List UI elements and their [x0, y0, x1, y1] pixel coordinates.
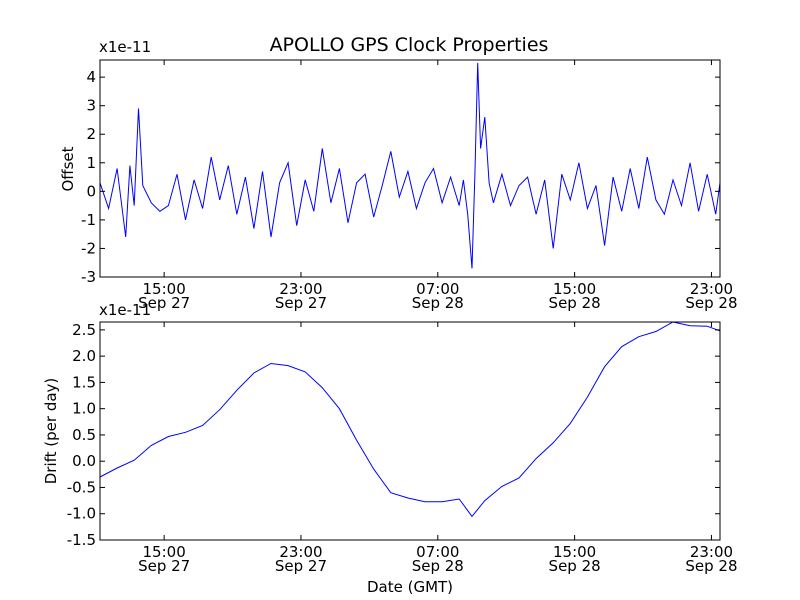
drift-ytick-label: -1.5 — [67, 531, 96, 549]
offset-ytick-label: -3 — [81, 268, 96, 286]
offset-ytick-label: 3 — [86, 97, 96, 115]
drift-xtick-date-label: Sep 28 — [412, 557, 464, 575]
offset-y-axis-label: Offset — [59, 146, 77, 191]
offset-ytick-label: 4 — [86, 68, 96, 86]
drift-y-axis-label: Drift (per day) — [42, 378, 60, 485]
drift-ytick-label: 0.0 — [72, 452, 96, 470]
offset-xtick-time-label: 23:00 — [690, 280, 733, 298]
offset-ytick-label: -2 — [81, 239, 96, 257]
drift-xtick-time-label: 15:00 — [553, 543, 596, 561]
drift-xtick-time-label: 15:00 — [143, 543, 186, 561]
drift-ytick-label: -0.5 — [67, 478, 96, 496]
drift-y-multiplier: x1e-11 — [99, 301, 151, 319]
drift-series-line — [100, 322, 720, 518]
offset-axes-frame — [99, 59, 721, 278]
drift-axes-frame — [99, 321, 721, 541]
offset-xtick-time-label: 15:00 — [553, 280, 596, 298]
drift-xtick-time-label: 07:00 — [416, 543, 459, 561]
drift-ytick-label: 0.5 — [72, 426, 96, 444]
offset-xtick-date-label: Sep 28 — [412, 294, 464, 312]
drift-xtick-date-label: Sep 27 — [138, 557, 190, 575]
drift-ytick-label: 1.5 — [72, 373, 96, 391]
offset-xtick-date-label: Sep 27 — [275, 294, 327, 312]
drift-xtick-date-label: Sep 27 — [275, 557, 327, 575]
drift-xtick-time-label: 23:00 — [690, 543, 733, 561]
offset-xtick-date-label: Sep 28 — [549, 294, 601, 312]
offset-y-multiplier: x1e-11 — [99, 38, 151, 56]
offset-xtick-date-label: Sep 27 — [138, 294, 190, 312]
drift-xtick-time-label: 23:00 — [279, 543, 322, 561]
x-axis-label: Date (GMT) — [367, 578, 453, 596]
drift-ytick-label: -1.0 — [67, 505, 96, 523]
offset-xtick-time-label: 15:00 — [143, 280, 186, 298]
offset-ytick-label: 1 — [86, 154, 96, 172]
offset-ytick-label: 0 — [86, 182, 96, 200]
drift-xtick-date-label: Sep 28 — [685, 557, 737, 575]
offset-ytick-label: -1 — [81, 211, 96, 229]
drift-ytick-label: 2.0 — [72, 347, 96, 365]
offset-xtick-date-label: Sep 28 — [685, 294, 737, 312]
offset-xtick-time-label: 07:00 — [416, 280, 459, 298]
chart-title: APOLLO GPS Clock Properties — [270, 34, 549, 56]
offset-ytick-label: 2 — [86, 125, 96, 143]
drift-ytick-label: 2.5 — [72, 321, 96, 339]
offset-xtick-time-label: 23:00 — [279, 280, 322, 298]
drift-xtick-date-label: Sep 28 — [549, 557, 601, 575]
drift-ytick-label: 1.0 — [72, 400, 96, 418]
offset-series-line — [100, 62, 720, 269]
